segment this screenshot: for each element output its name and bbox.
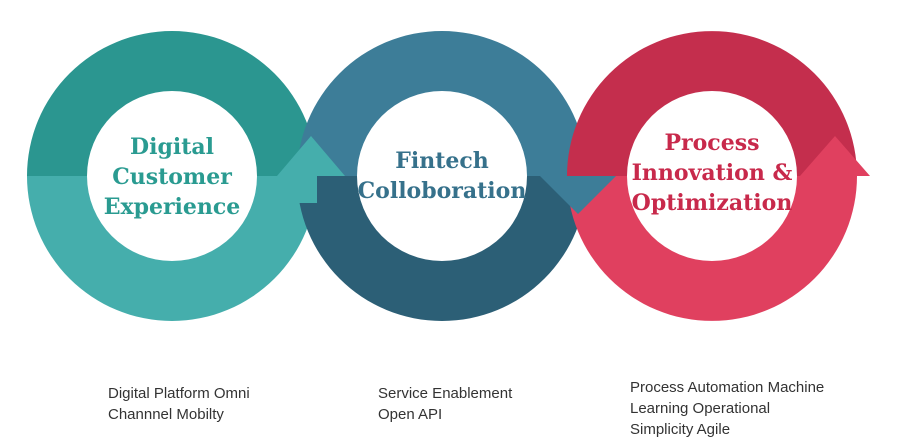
arrow-up-icon (277, 136, 345, 176)
stage-2-ring-upper (297, 31, 587, 176)
stage-1-title: Digital Customer Experience (103, 134, 241, 220)
stage-2-ring-lower (297, 176, 587, 321)
stage-1-ring-upper (27, 31, 317, 176)
stage-2-title: Fintech Colloboration (357, 148, 527, 204)
stage-1-ring (27, 31, 317, 321)
stage-1-center (88, 92, 256, 260)
stage-3-caption: Process Automation Machine Learning Oper… (630, 379, 825, 438)
stage-2-ring (297, 31, 587, 321)
stage-2-center (358, 92, 526, 260)
stage-1-caption: Digital Platform Omni Channnel Mobilty (108, 385, 250, 423)
stage-2-caption: Service Enablement Open API (378, 385, 513, 423)
stage-3-center (628, 92, 796, 260)
arrow-down-icon (540, 176, 616, 214)
arrow-up-icon (800, 136, 870, 176)
stage-3-ring (567, 31, 857, 321)
stage-3-ring-lower (567, 176, 857, 321)
stage-3-title: Process Innovation & Optimization (631, 130, 793, 216)
arrow-up-stem (817, 175, 849, 203)
stage-1-ring-lower (27, 176, 317, 321)
stage-3-ring-upper (567, 31, 857, 177)
arrow-up-stem (287, 175, 317, 203)
